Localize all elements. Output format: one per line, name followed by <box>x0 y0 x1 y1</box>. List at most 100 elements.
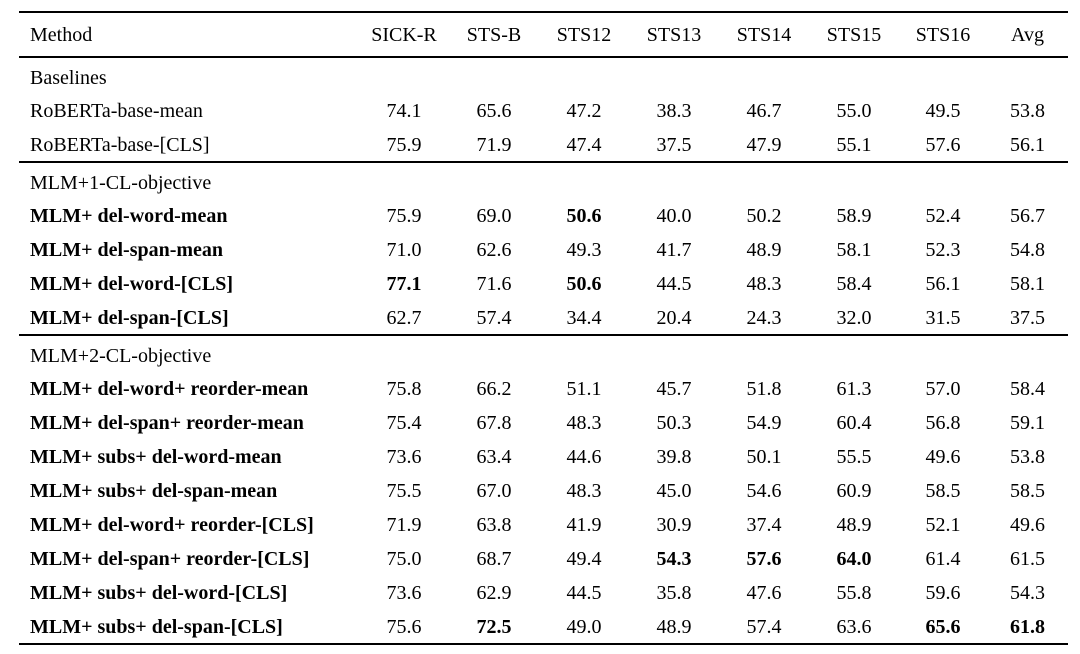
score-cell: 50.6 <box>566 205 602 227</box>
score-cell: 60.9 <box>836 480 872 502</box>
score-cell: 49.3 <box>566 239 602 261</box>
table-row: RoBERTa-base-[CLS] 75.9 71.9 47.4 37.5 47.9 55… <box>19 128 1068 162</box>
score-cell: 75.8 <box>386 378 422 400</box>
score-cell: 63.4 <box>476 446 512 468</box>
score-cell: 41.7 <box>656 239 692 261</box>
section-header-row: MLM+2-CL-objective <box>19 334 1068 372</box>
score-cell: 54.6 <box>746 480 782 502</box>
score-cell: 61.8 <box>1010 615 1045 638</box>
method-name: MLM+ del-span-[CLS] <box>30 306 229 329</box>
score-cell: 75.4 <box>386 412 422 434</box>
score-cell: 48.3 <box>566 480 602 502</box>
method-name: RoBERTa-base-mean <box>30 100 203 122</box>
method-name: MLM+ del-word+ reorder-mean <box>30 378 309 400</box>
table-row: MLM+ subs+ del-span-mean 75.5 67.0 48.3 45.0… <box>19 474 1068 508</box>
score-cell: 72.5 <box>476 615 512 638</box>
score-cell: 65.6 <box>476 100 512 122</box>
score-cell: 46.7 <box>746 100 782 122</box>
score-cell: 62.7 <box>386 306 422 329</box>
score-cell: 58.1 <box>1010 273 1045 295</box>
score-cell: 62.6 <box>476 239 512 261</box>
score-cell: 50.3 <box>656 412 692 434</box>
score-cell: 68.7 <box>476 548 512 570</box>
score-cell: 54.9 <box>746 412 782 434</box>
score-cell: 59.1 <box>1010 412 1045 434</box>
score-cell: 49.5 <box>925 100 961 122</box>
score-cell: 71.6 <box>476 273 512 295</box>
score-cell: 74.1 <box>386 100 422 122</box>
score-cell: 71.9 <box>386 514 422 536</box>
score-cell: 64.0 <box>836 548 872 570</box>
score-cell: 53.8 <box>1010 100 1045 122</box>
table-row: MLM+ del-span-mean 71.0 62.6 49.3 41.7 48.9 58… <box>19 233 1068 267</box>
score-cell: 44.6 <box>566 446 602 468</box>
score-cell: 61.4 <box>925 548 961 570</box>
score-cell: 52.1 <box>925 514 961 536</box>
score-cell: 57.4 <box>746 615 782 638</box>
score-cell: 56.1 <box>925 273 961 295</box>
table-header: Method SICK-R STS-B STS12 STS13 STS14 STS15 STS… <box>19 12 1068 58</box>
score-cell: 34.4 <box>566 306 602 329</box>
method-name: MLM+ subs+ del-word-[CLS] <box>30 582 288 604</box>
score-cell: 55.0 <box>836 100 872 122</box>
score-cell: 75.5 <box>386 480 422 502</box>
score-cell: 37.4 <box>746 514 782 536</box>
score-cell: 58.5 <box>1010 480 1045 502</box>
method-name: MLM+ subs+ del-span-mean <box>30 480 278 502</box>
score-cell: 54.8 <box>1010 239 1045 261</box>
method-name: MLM+ subs+ del-span-[CLS] <box>30 615 283 638</box>
score-cell: 55.8 <box>836 582 872 604</box>
score-cell: 57.4 <box>476 306 512 329</box>
table-row: MLM+ del-word+ reorder-mean 75.8 66.2 51.1 4… <box>19 372 1068 406</box>
score-cell: 55.1 <box>836 133 872 156</box>
score-cell: 49.6 <box>925 446 961 468</box>
score-cell: 47.4 <box>566 133 602 156</box>
method-name: MLM+ del-word-mean <box>30 205 228 227</box>
score-cell: 56.7 <box>1010 205 1045 227</box>
method-name: MLM+ subs+ del-word-mean <box>30 446 282 468</box>
table-row: MLM+ del-word+ reorder-[CLS] 71.9 63.8 41.9… <box>19 508 1068 542</box>
score-cell: 58.9 <box>836 205 872 227</box>
table-row: RoBERTa-base-mean 74.1 65.6 47.2 38.3 46.7 55.… <box>19 94 1068 128</box>
score-cell: 75.0 <box>386 548 422 570</box>
method-name: MLM+ del-span+ reorder-mean <box>30 412 304 434</box>
table-row: MLM+ del-span+ reorder-[CLS] 75.0 68.7 49.4… <box>19 542 1068 576</box>
score-cell: 69.0 <box>476 205 512 227</box>
score-cell: 61.5 <box>1010 548 1045 570</box>
score-cell: 37.5 <box>1010 306 1045 329</box>
score-cell: 32.0 <box>836 306 872 329</box>
table-row: MLM+ del-word-[CLS] 77.1 71.6 50.6 44.5 48.3 5… <box>19 267 1068 301</box>
section-header-row: MLM+1-CL-objective <box>19 161 1068 199</box>
score-cell: 57.6 <box>746 548 782 570</box>
section-label: MLM+2-CL-objective <box>19 334 1068 372</box>
score-cell: 57.6 <box>925 133 961 156</box>
table-row: MLM+ subs+ del-span-[CLS] 75.6 72.5 49.0 48.… <box>19 610 1068 644</box>
header-row: Method SICK-R STS-B STS12 STS13 STS14 STS15 STS… <box>19 12 1068 58</box>
table-body: Baselines RoBERTa-base-mean 74.1 65.6 47.2 38… <box>19 57 1068 644</box>
column-header-sts15: STS15 <box>809 12 899 58</box>
score-cell: 73.6 <box>386 582 422 604</box>
score-cell: 49.4 <box>566 548 602 570</box>
method-name: MLM+ del-word-[CLS] <box>30 273 234 295</box>
score-cell: 50.1 <box>746 446 782 468</box>
score-cell: 48.3 <box>566 412 602 434</box>
score-cell: 63.6 <box>836 615 872 638</box>
column-header-sts13: STS13 <box>629 12 719 58</box>
score-cell: 39.8 <box>656 446 692 468</box>
method-name: MLM+ del-word+ reorder-[CLS] <box>30 514 314 536</box>
score-cell: 65.6 <box>925 615 961 638</box>
score-cell: 58.4 <box>836 273 872 295</box>
score-cell: 52.4 <box>925 205 961 227</box>
column-header-sts14: STS14 <box>719 12 809 58</box>
score-cell: 44.5 <box>656 273 692 295</box>
score-cell: 56.8 <box>925 412 961 434</box>
score-cell: 62.9 <box>476 582 512 604</box>
table-row: MLM+ del-span+ reorder-mean 75.4 67.8 48.3 5… <box>19 406 1068 440</box>
score-cell: 58.5 <box>925 480 961 502</box>
score-cell: 73.6 <box>386 446 422 468</box>
score-cell: 60.4 <box>836 412 872 434</box>
table-row: MLM+ del-span-[CLS] 62.7 57.4 34.4 20.4 24.3 3… <box>19 301 1068 335</box>
score-cell: 44.5 <box>566 582 602 604</box>
score-cell: 77.1 <box>386 273 422 295</box>
